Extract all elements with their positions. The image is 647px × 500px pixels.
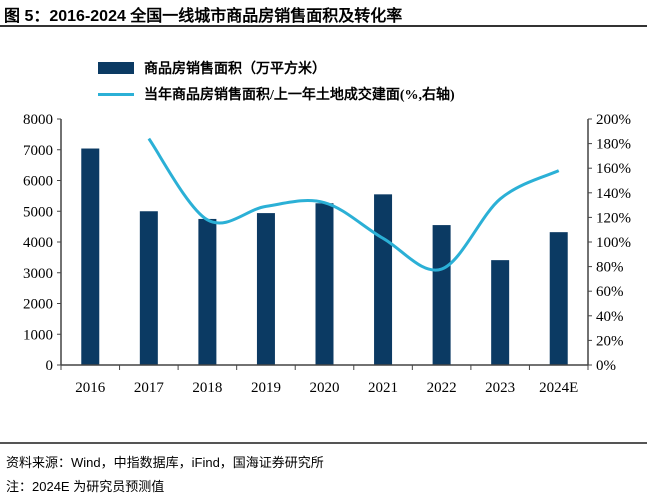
right-tick-label: 0% — [596, 358, 616, 374]
left-tick-label: 1000 — [23, 327, 53, 343]
left-tick-label: 6000 — [23, 174, 53, 190]
bar-2021 — [374, 194, 393, 365]
legend-bar-swatch — [98, 62, 134, 74]
legend-label-line: 当年商品房销售面积/上一年土地成交建面(%,右轴) — [144, 88, 455, 103]
bar-2017 — [139, 211, 158, 365]
bar-2024E — [549, 232, 568, 365]
left-tick-label: 4000 — [23, 235, 53, 251]
right-tick-label: 160% — [596, 161, 631, 177]
x-tick-label: 2019 — [251, 380, 281, 396]
bar-2018 — [198, 218, 217, 365]
bar-2016 — [81, 148, 100, 365]
right-tick-label: 140% — [596, 186, 631, 202]
right-tick-label: 80% — [596, 260, 624, 276]
right-tick-label: 100% — [596, 235, 631, 251]
right-tick-label: 120% — [596, 210, 631, 226]
top-divider — [0, 25, 647, 27]
chart-area: 0 1000 2000 3000 4000 5000 6000 7000 8000 0% 20% 40… — [23, 112, 631, 396]
left-tick-label: 3000 — [23, 266, 53, 282]
note-text: 注：2024E 为研究员预测值 — [6, 479, 165, 494]
bar-2022 — [432, 225, 451, 365]
left-tick-label: 7000 — [23, 143, 53, 159]
right-tick-label: 200% — [596, 112, 631, 128]
left-tick-label: 2000 — [23, 297, 53, 313]
x-tick-label: 2020 — [310, 380, 340, 396]
x-tick-label: 2024E — [539, 380, 578, 396]
left-tick-label: 5000 — [23, 204, 53, 220]
source-text: 资料来源：Wind，中指数据库，iFind，国海证券研究所 — [6, 455, 324, 470]
legend-label-bar: 商品房销售面积（万平方米） — [144, 62, 326, 77]
x-tick-label: 2023 — [485, 380, 515, 396]
x-tick-label: 2022 — [427, 380, 457, 396]
bar-2023 — [491, 260, 510, 365]
legend-line-swatch — [98, 92, 134, 96]
x-tick-label: 2017 — [134, 380, 165, 396]
left-tick-label: 8000 — [23, 112, 53, 128]
legend-item-bar: 商品房销售面积（万平方米） — [98, 58, 326, 78]
x-tick-label: 2018 — [192, 380, 222, 396]
right-tick-label: 60% — [596, 284, 624, 300]
bar-2019 — [256, 213, 275, 365]
x-tick-label: 2016 — [75, 380, 106, 396]
figure-title: 图 5：2016-2024 全国一线城市商品房销售面积及转化率 — [4, 8, 403, 25]
bar-2020 — [315, 203, 334, 365]
x-tick-label: 2021 — [368, 380, 398, 396]
legend-item-line: 当年商品房销售面积/上一年土地成交建面(%,右轴) — [98, 84, 455, 104]
left-tick-label: 0 — [46, 358, 54, 374]
right-tick-label: 20% — [596, 333, 624, 349]
bottom-divider — [0, 442, 647, 444]
right-tick-label: 40% — [596, 309, 624, 325]
right-tick-label: 180% — [596, 137, 631, 153]
